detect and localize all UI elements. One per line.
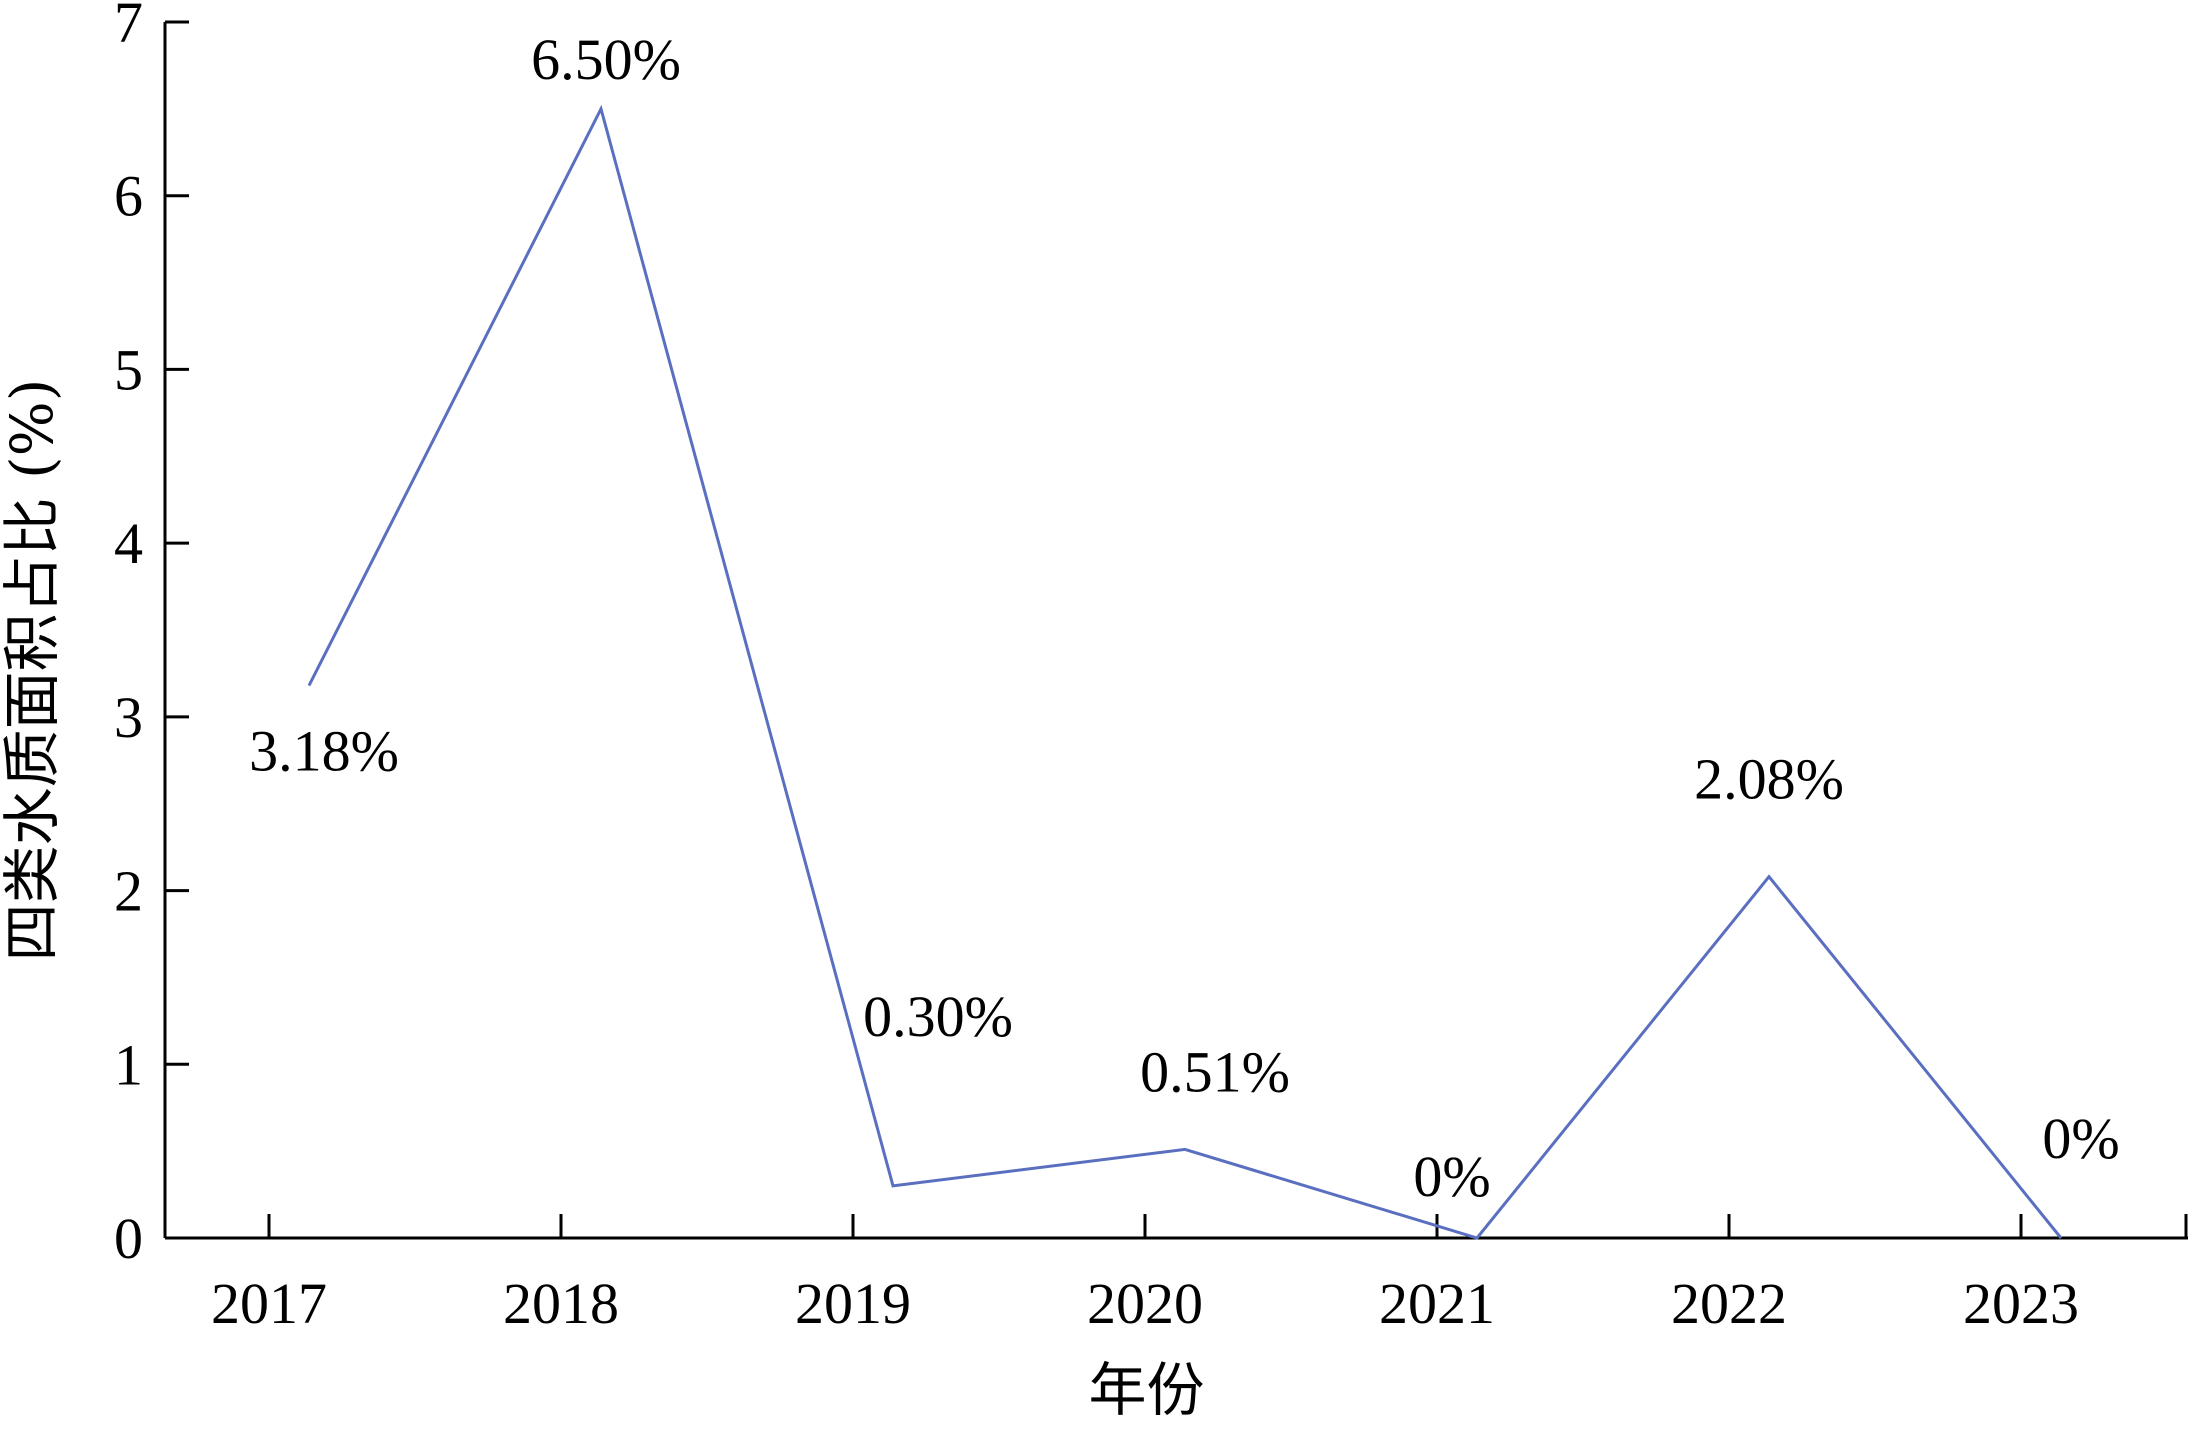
x-tick-label: 2020 (1087, 1271, 1203, 1336)
axes (163, 22, 2188, 1240)
data-label: 0% (1413, 1144, 1490, 1209)
y-tick-label: 3 (114, 685, 143, 750)
x-tick-label: 2017 (211, 1271, 327, 1336)
x-tick-label: 2018 (503, 1271, 619, 1336)
data-label: 6.50% (531, 27, 681, 92)
y-ticks: 0 1 2 3 4 5 6 7 (114, 0, 189, 1271)
data-labels: 3.18% 6.50% 0.30% 0.51% 0% 2.08% 0% (249, 27, 2120, 1209)
data-label: 0.30% (863, 984, 1013, 1049)
y-tick-label: 5 (114, 337, 143, 402)
x-ticks: 2017 2018 2019 2020 2021 2022 2023 (211, 1214, 2188, 1336)
y-tick-label: 2 (114, 859, 143, 924)
y-tick-label: 4 (114, 511, 143, 576)
x-axis-title: 年份 (1088, 1356, 1204, 1424)
y-axis-title: 四类水质面积占比 (%) (0, 379, 66, 962)
data-label: 2.08% (1694, 747, 1844, 812)
data-label: 0.51% (1140, 1039, 1290, 1104)
data-label: 3.18% (249, 719, 399, 784)
y-tick-label: 7 (114, 0, 143, 55)
y-tick-label: 6 (114, 164, 143, 229)
data-label: 0% (2042, 1106, 2119, 1171)
y-tick-label: 1 (114, 1032, 143, 1097)
x-tick-label: 2019 (795, 1271, 911, 1336)
x-tick-label: 2023 (1963, 1271, 2079, 1336)
series (307, 104, 2063, 1240)
x-tick-label: 2021 (1379, 1271, 1495, 1336)
y-tick-label: 0 (114, 1206, 143, 1271)
x-tick-label: 2022 (1671, 1271, 1787, 1336)
series-line (307, 104, 2063, 1240)
